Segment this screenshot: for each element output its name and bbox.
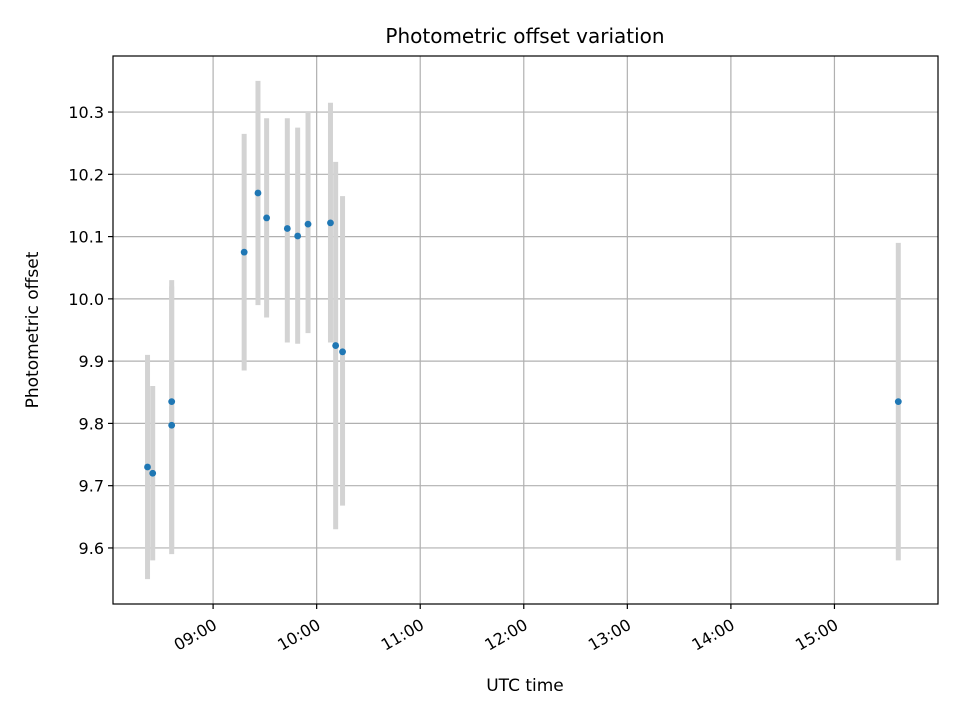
- data-point: [263, 214, 271, 222]
- x-axis-label: UTC time: [486, 676, 564, 696]
- data-point: [283, 225, 291, 232]
- data-point: [339, 348, 346, 356]
- data-point: [240, 248, 248, 256]
- data-point: [294, 232, 302, 240]
- data-point: [327, 219, 334, 227]
- data-point: [304, 220, 312, 228]
- y-tick-label: 10.2: [68, 165, 104, 184]
- data-point: [168, 398, 176, 406]
- chart-title: Photometric offset variation: [385, 24, 664, 48]
- data-point: [168, 421, 176, 429]
- y-tick-label: 9.8: [79, 414, 104, 433]
- data-point: [254, 189, 262, 197]
- y-tick-label: 9.9: [79, 352, 104, 371]
- y-axis-ticks: 9.6 9.7 9.8 9.9 10.0 10.1 10.2 10.3: [68, 103, 113, 558]
- y-tick-label: 9.6: [79, 539, 104, 558]
- y-tick-label: 10.3: [68, 103, 104, 122]
- data-point: [894, 398, 902, 406]
- y-tick-label: 10.0: [68, 290, 104, 309]
- data-points: [144, 189, 902, 477]
- y-tick-label: 9.7: [79, 477, 104, 496]
- data-point: [149, 469, 157, 477]
- y-axis-label: Photometric offset: [23, 251, 43, 408]
- data-point: [144, 463, 151, 471]
- grid: [113, 56, 938, 604]
- plot-frame: [112, 55, 939, 605]
- y-tick-label: 10.1: [68, 228, 104, 247]
- data-point: [332, 342, 340, 349]
